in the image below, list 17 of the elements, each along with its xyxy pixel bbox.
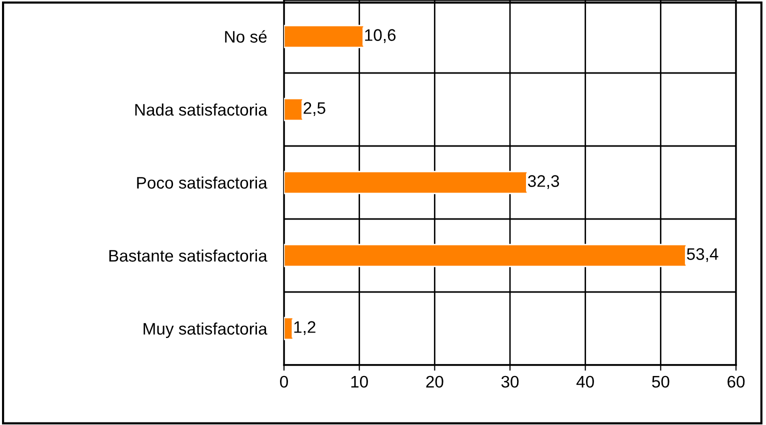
x-tick-label: 50 [652,376,670,388]
x-tick-label: 0 [280,376,288,388]
y-tick-label: Muy satisfactoria [144,322,268,338]
y-tick-label: Bastante satisfactoria [109,249,268,262]
y-tick-label: Nada satisfactoria [135,103,268,116]
data-label: 53,4 [686,248,718,262]
data-label: 2,5 [304,102,326,116]
data-label: 10,6 [365,29,396,43]
data-label: 1,2 [294,321,316,335]
x-tick-label: 60 [728,376,745,388]
x-tick-label: 10 [351,376,368,388]
y-tick-label: Poco satisfactoria [137,176,268,189]
data-label: 32,3 [528,175,560,189]
y-tick-label: No sé [225,30,267,43]
x-tick-label: 30 [501,376,519,388]
x-tick-label: 40 [576,376,594,388]
x-tick-label: 20 [426,376,444,388]
